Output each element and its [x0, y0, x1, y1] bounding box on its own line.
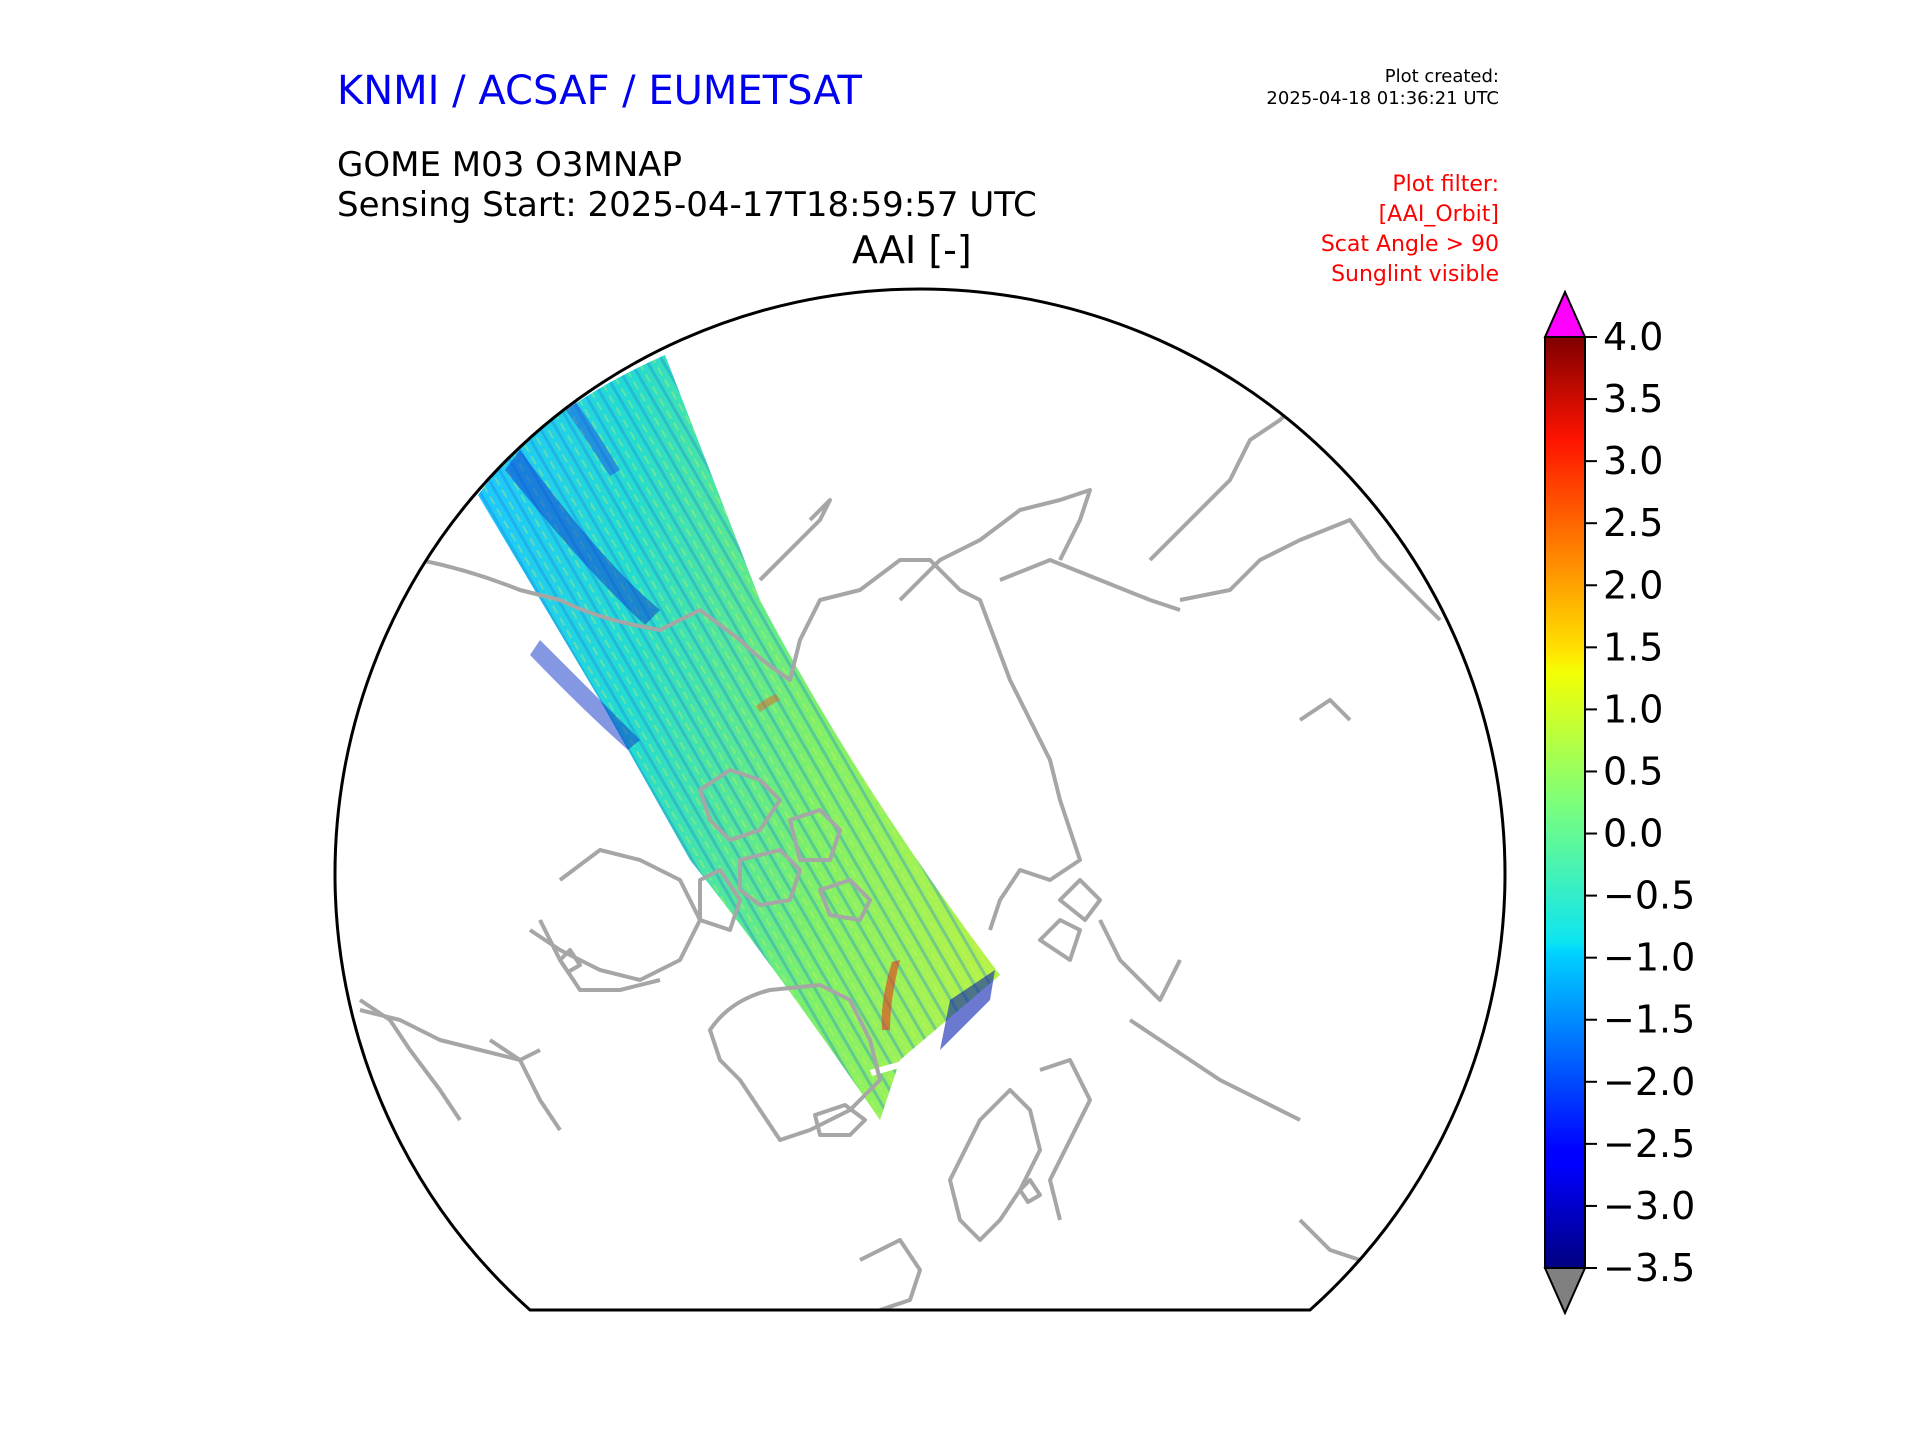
colorbar-gradient — [1544, 336, 1586, 1269]
colorbar-tick-label: 4.0 — [1603, 315, 1663, 359]
colorbar-tick-label: −1.5 — [1603, 998, 1695, 1042]
product-title-block: GOME M03 O3MNAP Sensing Start: 2025-04-1… — [337, 145, 1037, 225]
colorbar-ticks: 4.0 3.5 3.0 2.5 2.0 1.5 1.0 0.5 0.0 −0.5 −1.0 −1.5 −… — [1585, 315, 1695, 1290]
map-content — [358, 355, 1442, 1310]
colorbar-tick-label: 2.0 — [1603, 563, 1663, 607]
plot-created-info: Plot created: 2025-04-18 01:36:21 UTC — [1266, 66, 1499, 110]
colorbar-tick-label: −2.5 — [1603, 1122, 1695, 1166]
product-name: GOME M03 O3MNAP — [337, 145, 683, 185]
colorbar-tick-label: 0.0 — [1603, 812, 1663, 856]
colorbar-tick-label: 1.0 — [1603, 687, 1663, 731]
colorbar-tick-label: 1.5 — [1603, 625, 1663, 669]
colorbar-tick-label: 0.5 — [1603, 749, 1663, 793]
variable-title: AAI [-] — [852, 228, 972, 272]
plot-filter-title: Plot filter: — [1392, 172, 1499, 197]
colorbar-under-extension — [1543, 1267, 1587, 1316]
plot-filter-line: Sunglint visible — [1331, 262, 1499, 287]
sensing-start: Sensing Start: 2025-04-17T18:59:57 UTC — [337, 185, 1037, 225]
colorbar-tick-label: −2.0 — [1603, 1060, 1695, 1104]
plot-created-label: Plot created: — [1384, 66, 1499, 87]
plot-created-value: 2025-04-18 01:36:21 UTC — [1266, 88, 1499, 109]
colorbar-tick-label: −3.0 — [1603, 1184, 1695, 1228]
colorbar-tick-label: −3.5 — [1603, 1246, 1695, 1290]
plot-filter-line: [AAI_Orbit] — [1378, 202, 1499, 227]
colorbar-tick-label: 3.0 — [1603, 439, 1663, 483]
map-boundary — [333, 287, 1507, 1312]
colorbar-tick-label: −0.5 — [1603, 874, 1695, 918]
aai-swath — [478, 355, 1000, 1120]
organization-title: KNMI / ACSAF / EUMETSAT — [337, 68, 862, 114]
colorbar-tick-label: 2.5 — [1603, 501, 1663, 545]
plot-filter-info: Plot filter: [AAI_Orbit] Scat Angle > 90… — [1321, 170, 1499, 290]
plot-filter-line: Scat Angle > 90 — [1320, 232, 1499, 257]
colorbar-tick-label: −1.0 — [1603, 936, 1695, 980]
colorbar-tick-label: 3.5 — [1603, 377, 1663, 421]
colorbar-over-extension — [1543, 289, 1587, 338]
